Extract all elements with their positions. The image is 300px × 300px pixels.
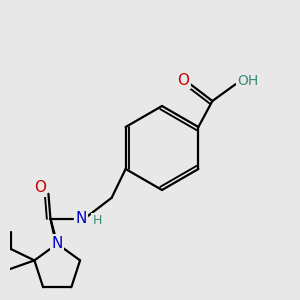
Text: N: N: [52, 236, 63, 250]
Text: OH: OH: [238, 74, 259, 88]
Text: N: N: [76, 211, 87, 226]
Text: O: O: [34, 180, 46, 195]
Text: H: H: [92, 214, 102, 227]
Text: O: O: [177, 73, 189, 88]
